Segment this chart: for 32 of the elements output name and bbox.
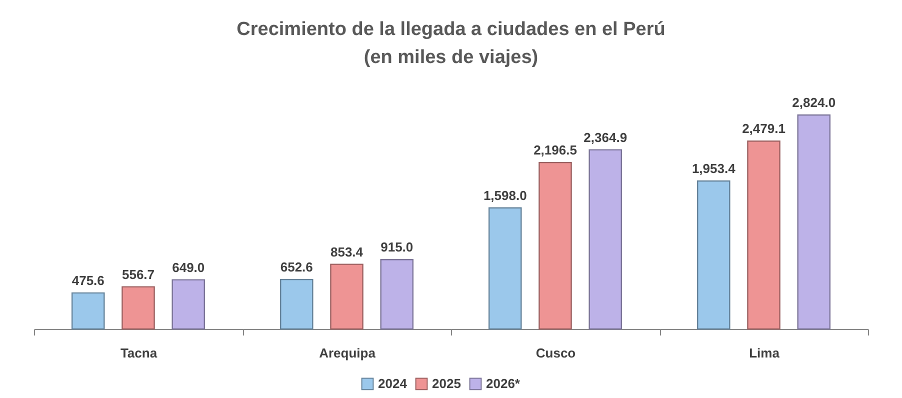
legend-label: 2026*	[486, 376, 521, 391]
data-label: 2,479.1	[742, 121, 786, 136]
data-label: 2,824.0	[792, 95, 836, 110]
data-label: 1,598.0	[483, 188, 527, 203]
bar	[172, 279, 206, 330]
chart-title: Crecimiento de la llegada a ciudades en el Perú (en miles de viajes)	[236, 19, 666, 68]
data-label: 652.6	[280, 260, 313, 275]
legend-label: 2025	[432, 376, 461, 391]
bar	[71, 292, 105, 330]
bar	[696, 180, 730, 330]
bar	[538, 162, 572, 330]
x-tick-label: Arequipa	[319, 346, 376, 360]
data-label: 853.4	[330, 244, 364, 260]
bar	[330, 264, 364, 330]
bar	[280, 278, 314, 330]
x-tick-label: Tacna	[120, 346, 158, 360]
bar	[122, 286, 155, 330]
bar	[797, 114, 831, 330]
x-tick-label: Cusco	[536, 346, 576, 360]
data-label: 2,364.9	[584, 130, 628, 145]
data-label: 556.7	[122, 266, 155, 282]
bar	[488, 207, 522, 330]
x-tick-label: Lima	[749, 346, 780, 360]
bar	[588, 149, 622, 330]
data-label: 475.6	[72, 272, 104, 288]
bar	[380, 259, 414, 330]
data-label: 915.0	[380, 240, 414, 255]
data-label: 1,953.4	[692, 160, 736, 176]
bar	[747, 140, 780, 330]
data-label: 2,196.5	[534, 142, 577, 158]
legend-label: 2024	[378, 376, 408, 391]
data-label: 649.0	[172, 260, 205, 275]
